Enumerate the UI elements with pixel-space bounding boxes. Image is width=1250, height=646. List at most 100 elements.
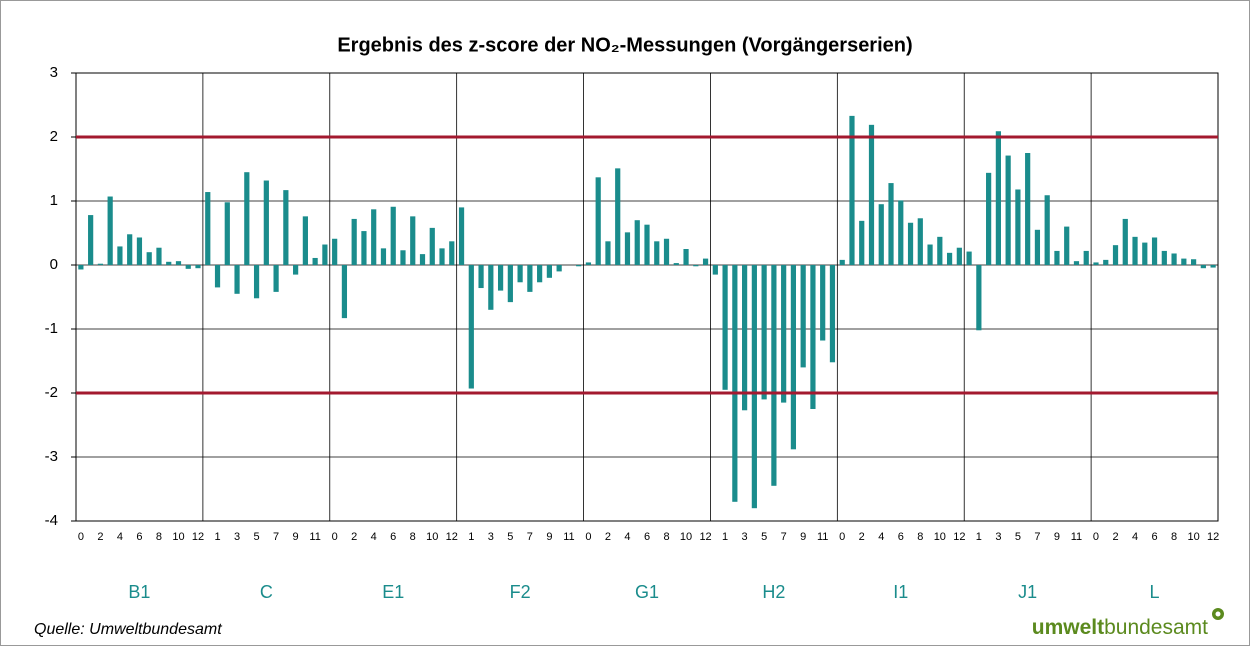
- x-tick-label: 12: [1207, 531, 1219, 543]
- bar: [585, 262, 592, 265]
- x-tick-label: 8: [917, 531, 923, 543]
- bar: [293, 265, 299, 275]
- bar: [107, 196, 113, 265]
- bar: [1044, 195, 1050, 265]
- bar: [976, 265, 982, 331]
- x-tick-label: 11: [563, 531, 574, 543]
- bar: [1181, 258, 1187, 265]
- x-tick-label: 3: [488, 531, 494, 543]
- x-tick-label: 4: [1132, 531, 1138, 543]
- bar: [175, 261, 182, 265]
- bar: [878, 204, 884, 265]
- bar: [849, 115, 855, 265]
- bar: [244, 172, 250, 265]
- x-tick-label: 12: [192, 531, 204, 543]
- x-tick-label: 0: [1093, 531, 1099, 543]
- bar: [205, 192, 211, 265]
- x-tick-label: 10: [1187, 531, 1199, 543]
- x-tick-label: 8: [1171, 531, 1177, 543]
- bar: [829, 265, 836, 363]
- bar: [136, 237, 143, 265]
- x-tick-label: 1: [722, 531, 728, 543]
- bar: [214, 265, 221, 288]
- bar: [117, 246, 123, 265]
- x-tick-label: 6: [136, 531, 142, 543]
- bar: [468, 265, 474, 389]
- bar: [253, 265, 260, 299]
- bar: [419, 254, 426, 265]
- bar: [576, 265, 582, 267]
- y-tick-label: 0: [50, 256, 58, 273]
- x-tick-label: 10: [680, 531, 692, 543]
- bar: [527, 265, 533, 292]
- x-tick-label: 11: [817, 531, 828, 543]
- bar: [693, 265, 699, 267]
- x-tick-label: 3: [742, 531, 748, 543]
- bar: [351, 218, 357, 265]
- bar: [702, 258, 709, 265]
- x-tick-label: 1: [214, 531, 220, 543]
- x-tick-label: 2: [605, 531, 611, 543]
- bar: [302, 216, 308, 265]
- bar: [839, 259, 845, 265]
- x-tick-label: 7: [527, 531, 533, 543]
- bar: [361, 231, 367, 265]
- group-label: L: [1150, 582, 1160, 602]
- bar: [732, 265, 738, 502]
- x-tick-label: 9: [800, 531, 806, 543]
- bar: [478, 265, 484, 289]
- bar: [410, 216, 416, 265]
- x-tick-label: 3: [995, 531, 1001, 543]
- bar: [166, 261, 172, 265]
- x-tick-label: 12: [953, 531, 965, 543]
- bar: [507, 265, 513, 303]
- bar: [907, 222, 914, 265]
- bar: [380, 248, 387, 265]
- bar: [956, 247, 962, 265]
- bar: [263, 180, 269, 265]
- bar: [97, 263, 104, 265]
- bar: [761, 265, 767, 400]
- logo-icon-hole: [1215, 611, 1221, 617]
- bar: [517, 265, 523, 283]
- bar: [683, 249, 689, 265]
- bar: [771, 265, 777, 486]
- bar: [654, 241, 660, 265]
- bar: [800, 265, 806, 368]
- bar: [449, 241, 455, 265]
- x-tick-label: 5: [761, 531, 767, 543]
- bar: [888, 183, 894, 265]
- bar: [390, 206, 396, 265]
- y-tick-label: 2: [50, 128, 58, 145]
- x-tick-label: 8: [663, 531, 669, 543]
- bar: [1034, 229, 1041, 265]
- bar: [195, 265, 201, 269]
- bar: [820, 265, 826, 341]
- bar: [1015, 189, 1021, 265]
- bar: [946, 252, 953, 265]
- bar: [312, 257, 318, 265]
- bar: [1112, 245, 1119, 265]
- x-tick-label: 5: [254, 531, 260, 543]
- bar: [1005, 155, 1011, 265]
- y-tick-label: 1: [50, 192, 58, 209]
- group-label: H2: [762, 582, 785, 602]
- x-tick-label: 5: [1015, 531, 1021, 543]
- bar: [712, 265, 718, 275]
- bar: [1073, 261, 1080, 265]
- group-label: J1: [1018, 582, 1037, 602]
- bar: [537, 265, 543, 283]
- bar: [1132, 236, 1138, 265]
- x-tick-label: 7: [781, 531, 787, 543]
- bar: [156, 247, 162, 265]
- y-tick-label: -4: [45, 512, 58, 529]
- bar: [283, 190, 289, 265]
- bar: [1190, 259, 1197, 265]
- x-tick-label: 11: [309, 531, 320, 543]
- plot-area: [75, 72, 1219, 522]
- x-tick-label: 12: [699, 531, 711, 543]
- x-tick-label: 2: [1112, 531, 1118, 543]
- x-tick-label: 6: [390, 531, 396, 543]
- group-label: G1: [635, 582, 659, 602]
